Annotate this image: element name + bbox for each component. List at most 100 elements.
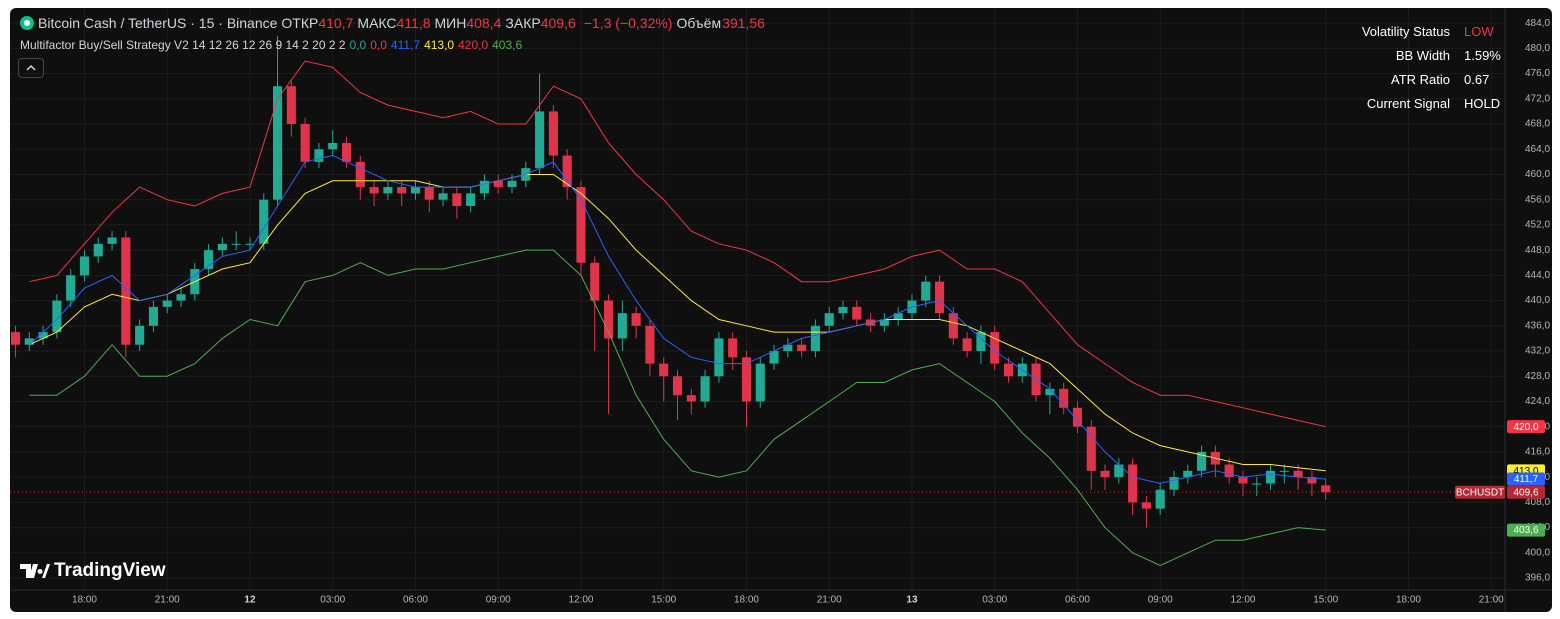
ohlc-label: МАКС (357, 15, 397, 31)
y-tick-label: 456,0 (1525, 194, 1550, 205)
x-tick-label: 03:00 (982, 595, 1007, 606)
x-tick-label: 15:00 (1313, 595, 1338, 606)
candle-body (1293, 470, 1303, 478)
candle-body (1128, 464, 1138, 503)
candle-body (438, 193, 448, 200)
collapse-button[interactable] (18, 58, 44, 78)
y-tick-label: 428,0 (1525, 371, 1550, 382)
indicator-value: 403,6 (492, 38, 523, 52)
indicator-value: 0,0 (370, 38, 387, 52)
y-tick-label: 416,0 (1525, 447, 1550, 458)
chart: 396,0400,0404,0408,0412,0416,0420,0424,0… (10, 8, 1552, 612)
price-badge-label: 420,0 (1513, 422, 1538, 433)
ohlc-value: 411,8 (396, 15, 431, 31)
candle-body (66, 275, 76, 301)
candle-body (369, 187, 379, 194)
y-tick-label: 436,0 (1525, 320, 1550, 331)
y-tick-label: 444,0 (1525, 270, 1550, 281)
logo-text: TradingView (54, 560, 166, 581)
y-tick-label: 464,0 (1525, 144, 1550, 155)
x-tick-label: 09:00 (1148, 595, 1173, 606)
price-badge (1507, 472, 1545, 486)
volume-label: Объём (676, 15, 722, 31)
candle-body (286, 86, 296, 125)
candle-body (328, 142, 338, 150)
ohlc-label: ОТКР (281, 15, 319, 31)
table-row: BB Width 1.59% (1340, 44, 1501, 68)
x-tick-label: 06:00 (403, 595, 428, 606)
ohlc-label: МИН (434, 15, 467, 31)
indicator-line (29, 174, 1326, 472)
y-tick-label: 408,0 (1525, 497, 1550, 508)
symbol-badge-label: BCHUSDT (1456, 487, 1504, 498)
ohlc-value: 408,4 (466, 15, 502, 31)
candle-body (79, 256, 90, 276)
candle-body (10, 332, 21, 345)
y-tick-label: 396,0 (1525, 573, 1550, 584)
indicator-value: 0,0 (349, 38, 367, 52)
y-tick-label: 440,0 (1525, 295, 1550, 306)
x-tick-label: 18:00 (734, 595, 759, 606)
candle-body (1321, 485, 1331, 493)
candle-body (1197, 451, 1207, 471)
candle-body (245, 243, 255, 245)
table-key: BB Width (1395, 48, 1450, 63)
y-tick-label: 484,0 (1525, 18, 1550, 29)
x-tick-label: 15:00 (651, 595, 676, 606)
candle-body (1003, 363, 1014, 377)
axes: 396,0400,0404,0408,0412,0416,0420,0424,0… (10, 8, 1552, 612)
x-tick-label: 06:00 (1065, 595, 1090, 606)
candle-body (217, 243, 227, 251)
candle-body (176, 294, 186, 301)
grid (10, 8, 1505, 590)
volume: 391,56 (722, 15, 765, 31)
candle-body (1114, 464, 1124, 478)
candle-body (452, 193, 462, 206)
candle-body (259, 199, 269, 244)
indicator-header: Multifactor Buy/Sell Strategy V2 14 12 2… (20, 38, 530, 52)
y-tick-label: 424,0 (1525, 396, 1550, 407)
x-tick-label: 09:00 (486, 595, 511, 606)
candle-body (934, 281, 945, 314)
symbol-badge (1455, 485, 1505, 499)
table-row: Volatility Status LOW (1340, 20, 1500, 44)
candle-body (424, 187, 434, 200)
x-tick-label: 03:00 (320, 595, 345, 606)
candle-body (273, 86, 283, 200)
table-key: ATR Ratio (1391, 72, 1450, 87)
candle-body (341, 142, 352, 162)
candle-body (314, 149, 324, 162)
candle-body (700, 376, 710, 402)
candle-body (1183, 470, 1193, 478)
candle-body (728, 338, 738, 358)
table-row: ATR Ratio 0.67 (1340, 68, 1500, 92)
plot-area (10, 35, 1505, 566)
price-badge-label: 413,0 (1513, 466, 1538, 477)
indicator-line (28, 154, 1326, 484)
candle-body (893, 313, 903, 320)
candle-body (535, 111, 545, 169)
title: Bitcoin Cash / TetherUS · 15 · Binance (38, 15, 278, 31)
y-tick-label: 448,0 (1525, 245, 1550, 256)
table-value: HOLD (1464, 96, 1501, 111)
symbol-icon (20, 16, 34, 30)
candle-body (1279, 470, 1289, 472)
y-tick-label: 460,0 (1525, 169, 1550, 180)
price-badge-label: 403,6 (1513, 525, 1538, 536)
candle-body (1086, 426, 1096, 471)
candle-body (410, 187, 421, 194)
candle-body (1238, 477, 1248, 484)
x-tick-label: 21:00 (817, 595, 842, 606)
candle-body (479, 180, 489, 194)
candle-body (852, 306, 862, 320)
table-row: Current Signal HOLD (1340, 92, 1500, 116)
candle-body (659, 363, 669, 377)
candle-body (590, 262, 600, 301)
indicator-value: 413,0 (424, 38, 455, 52)
candle-body (672, 376, 683, 396)
indicator-values: 0,0 0,0 411,7 413,0 420,0 403,6 (350, 38, 527, 52)
candle-body (604, 300, 614, 339)
candle-body (797, 344, 807, 352)
table-value: 0.67 (1464, 72, 1490, 87)
